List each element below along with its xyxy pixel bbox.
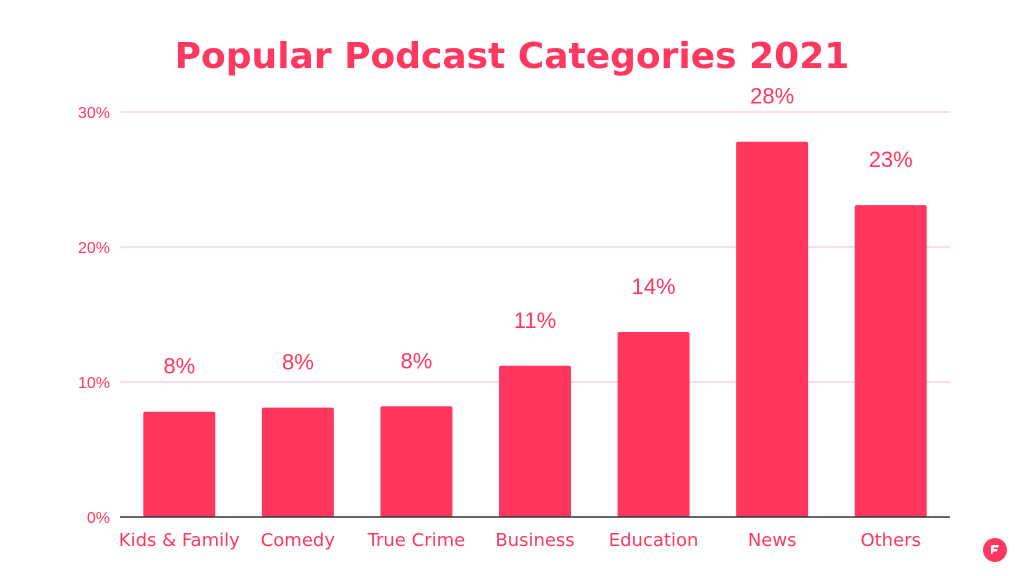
category-label: Business [495,530,574,551]
data-label: 8% [282,350,314,375]
data-label: 28% [750,84,794,109]
y-tick-label: 10% [78,375,110,392]
bar [261,407,334,517]
bar [617,332,690,517]
y-tick-label: 20% [78,240,110,257]
bar [736,141,809,517]
chart-title: Popular Podcast Categories 2021 [174,36,850,77]
bar [380,406,453,517]
data-labels: 8% 8% 8% 11% 14% 28% 23% [163,84,912,379]
bar [499,365,571,517]
data-label: 8% [163,354,195,379]
bars [143,141,927,517]
category-label: Kids & Family [119,530,240,551]
bar [854,205,927,517]
data-label: 23% [869,147,913,172]
data-label: 8% [401,348,433,373]
category-label: True Crime [367,530,466,551]
x-axis-categories: Kids & Family Comedy True Crime Business Edu… [119,530,921,551]
y-tick-label: 0% [87,510,110,527]
brand-logo-glyph [991,545,999,554]
y-axis-ticks: 0% 10% 20% 30% [78,105,110,527]
brand-logo-icon [983,538,1007,562]
category-label: News [748,530,797,551]
bar [143,411,216,517]
category-label: Comedy [261,530,336,551]
grid-lines [120,111,950,383]
data-label: 14% [632,274,676,299]
category-label: Education [609,530,699,551]
category-label: Others [860,530,921,551]
data-label: 11% [514,308,556,333]
y-tick-label: 30% [78,105,110,122]
